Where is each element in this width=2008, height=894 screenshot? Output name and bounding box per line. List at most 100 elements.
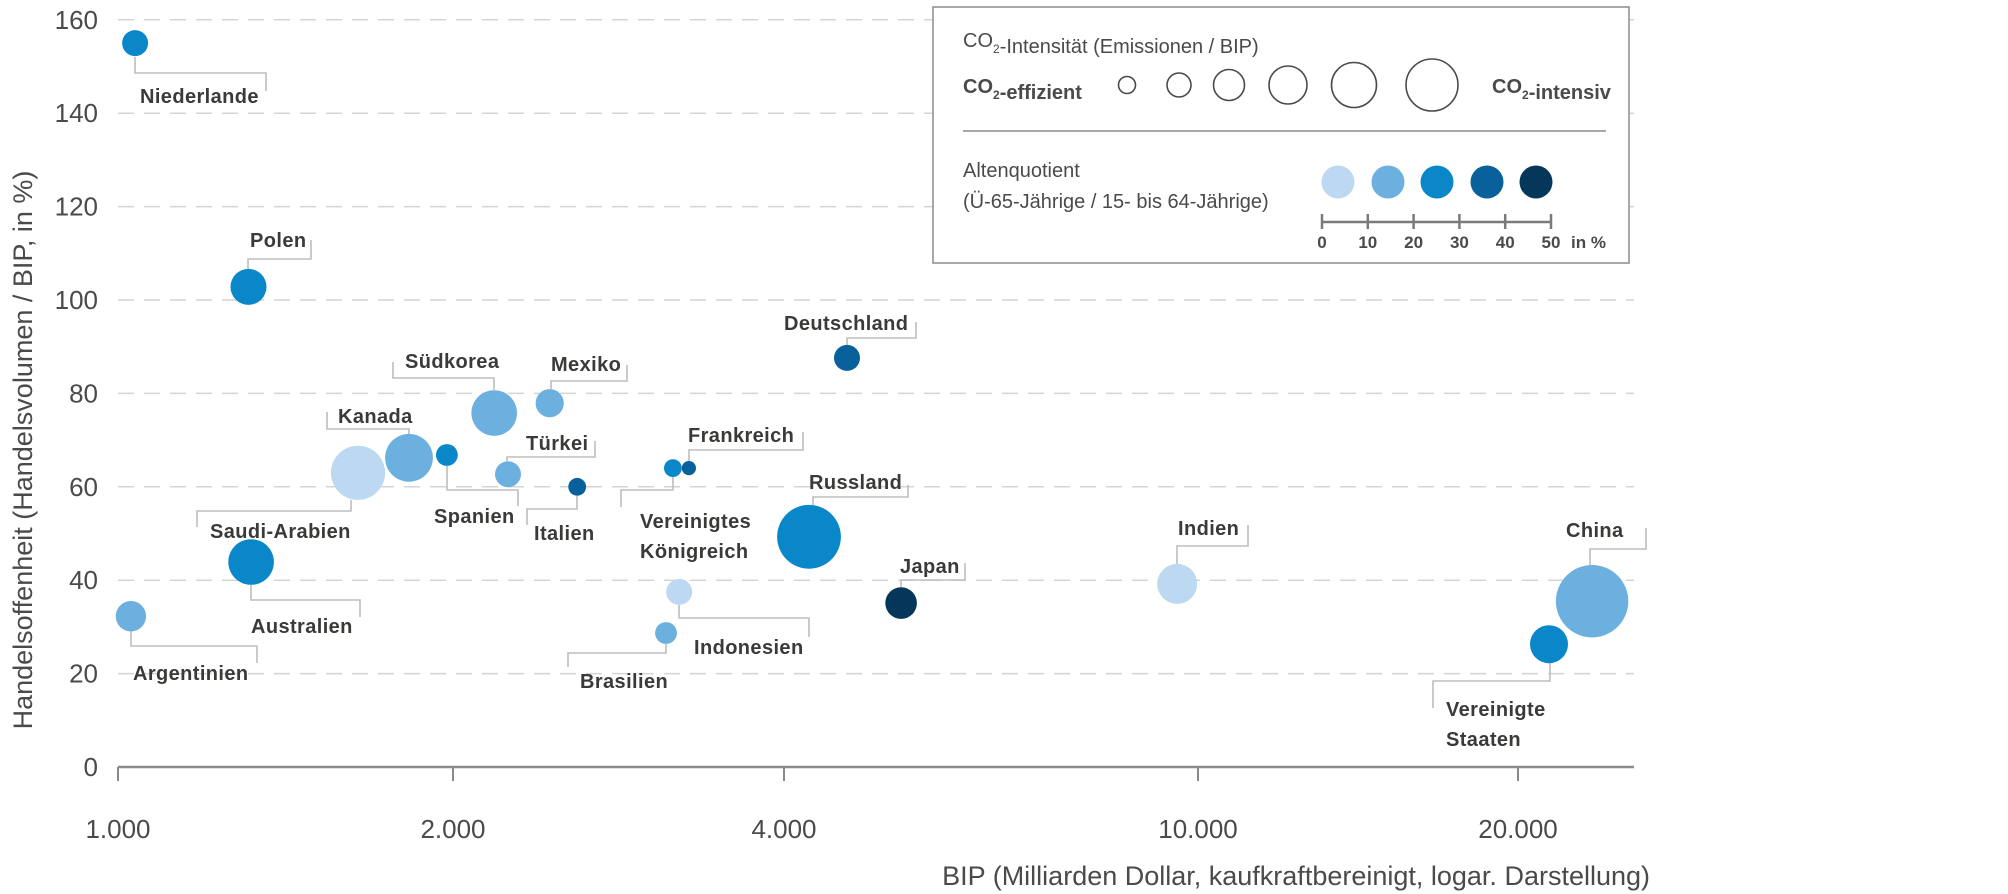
- leader-line-indonesien: [678, 605, 810, 637]
- text-part: -Intensität (Emissionen / BIP): [1000, 36, 1259, 58]
- size-legend-circle: [1330, 61, 1378, 109]
- label-china: China: [1566, 520, 1624, 542]
- y-tick-label: 0: [84, 752, 98, 782]
- bubble-spanien: [436, 444, 458, 466]
- scale-tick-label: 0: [1317, 233, 1326, 252]
- scale-unit-label: in %: [1571, 233, 1606, 252]
- x-axis: 1.000 2.000 4.000 10.000 20.000: [85, 765, 1634, 844]
- label-russland: Russland: [809, 472, 902, 494]
- label-polen: Polen: [250, 230, 306, 252]
- label-japan: Japan: [900, 556, 960, 578]
- label-line: Japan: [900, 556, 960, 578]
- size-legend-title-text: CO2-Intensität (Emissionen / BIP): [963, 30, 1259, 58]
- label-vereinigtes-königreich: Vereinigtes Königreich: [640, 511, 751, 563]
- y-tick-label: 20: [69, 659, 98, 689]
- label-line: Italien: [534, 523, 595, 545]
- bubble-deutschland: [834, 344, 860, 371]
- leader-line-russland: [812, 485, 909, 505]
- label-italien: Italien: [534, 523, 595, 545]
- label-spanien: Spanien: [434, 506, 515, 528]
- size-legend-high-label: CO2-intensiv: [1492, 76, 1612, 104]
- bubble-australien: [228, 539, 274, 585]
- label-indonesien: Indonesien: [694, 637, 804, 659]
- leader-line-deutschland: [846, 322, 917, 345]
- x-tick-label: 4.000: [751, 814, 816, 844]
- label-line: Saudi-Arabien: [210, 521, 351, 543]
- scale-tick-label: 40: [1496, 233, 1515, 252]
- label-indien: Indien: [1178, 518, 1239, 540]
- x-tick-label: 1.000: [85, 814, 150, 844]
- label-kanada: Kanada: [338, 406, 413, 428]
- leader-line-kanada: [326, 412, 410, 434]
- leader-line-argentinien: [130, 631, 258, 663]
- label-mexiko: Mexiko: [551, 354, 621, 376]
- leader-line-niederlande: [134, 57, 267, 91]
- leader-line-china: [1589, 528, 1647, 565]
- color-swatch: [1420, 165, 1454, 199]
- leader-line-polen: [247, 240, 312, 269]
- leader-line-australien: [250, 585, 361, 617]
- size-legend-circle: [1268, 65, 1308, 105]
- leader-line-japan: [900, 563, 966, 587]
- label-line: Argentinien: [133, 663, 249, 685]
- subscript-2: 2: [1522, 88, 1529, 102]
- y-tick-label: 140: [55, 98, 98, 128]
- label-line: Türkei: [526, 433, 588, 455]
- label-line: Spanien: [434, 506, 515, 528]
- color-swatch: [1371, 165, 1405, 199]
- bubble-italien: [568, 477, 587, 496]
- bubble-japan: [885, 587, 917, 619]
- label-australien: Australien: [251, 616, 353, 638]
- leader-line-italien: [526, 496, 578, 525]
- y-axis-title: Handelsoffenheit (Handelsvolumen / BIP, …: [8, 171, 38, 730]
- scale-tick-label: 10: [1358, 233, 1377, 252]
- leader-line-indien: [1176, 525, 1249, 564]
- label-argentinien: Argentinien: [133, 663, 249, 685]
- color-legend-title: Altenquotient: [963, 160, 1080, 182]
- label-line: Indonesien: [694, 637, 804, 659]
- leader-line-vereinigte-staaten: [1432, 663, 1551, 708]
- y-tick-label: 40: [69, 565, 98, 595]
- label-line: Vereinigtes: [640, 511, 751, 533]
- y-tick-label: 100: [55, 285, 98, 315]
- x-tick-label: 20.000: [1478, 814, 1558, 844]
- y-axis-ticks: 0 20 40 60 80 100 120 140 160: [55, 5, 98, 782]
- scale-tick-label: 50: [1542, 233, 1561, 252]
- label-line: Königreich: [640, 541, 748, 563]
- scale-tick-label: 30: [1450, 233, 1469, 252]
- y-tick-label: 80: [69, 378, 98, 408]
- bubble-saudi-arabien: [330, 445, 386, 500]
- bubble-kanada: [385, 433, 433, 482]
- legend: CO2-Intensität (Emissionen / BIP) CO2-ef…: [932, 6, 1630, 264]
- label-line: China: [1566, 520, 1624, 542]
- label-deutschland: Deutschland: [784, 313, 908, 335]
- y-tick-label: 60: [69, 472, 98, 502]
- label-line: Deutschland: [784, 313, 908, 335]
- size-legend-circle: [1405, 58, 1459, 112]
- label-line: Vereinigte: [1446, 699, 1546, 721]
- leader-line-brasilien: [567, 644, 667, 667]
- label-vereinigte-staaten: Vereinigte Staaten: [1446, 699, 1546, 751]
- bubble-china: [1555, 565, 1629, 638]
- bubbles: [115, 30, 1629, 664]
- label-line: Polen: [250, 230, 306, 252]
- bubble-südkorea: [471, 390, 517, 436]
- leader-line-vereinigtes-königreich: [620, 477, 674, 507]
- label-niederlande: Niederlande: [140, 86, 259, 108]
- label-line: Australien: [251, 616, 353, 638]
- x-axis-title: BIP (Milliarden Dollar, kaufkraftbereini…: [942, 861, 1650, 891]
- bubble-indonesien: [666, 578, 693, 605]
- leader-line-saudi-arabien: [196, 500, 352, 527]
- label-line: Indien: [1178, 518, 1239, 540]
- bubble-brasilien: [655, 622, 677, 644]
- text-part: CO: [963, 76, 993, 98]
- bubble-mexiko: [535, 389, 564, 418]
- size-legend-circles: [1117, 58, 1459, 112]
- size-legend-circle: [1117, 75, 1137, 95]
- text-part: CO: [963, 30, 993, 52]
- color-swatch: [1321, 165, 1355, 199]
- x-tick-label: 10.000: [1158, 814, 1238, 844]
- label-line: Mexiko: [551, 354, 621, 376]
- bubble-niederlande: [122, 30, 149, 57]
- bubble-vereinigtes-königreich: [664, 459, 682, 477]
